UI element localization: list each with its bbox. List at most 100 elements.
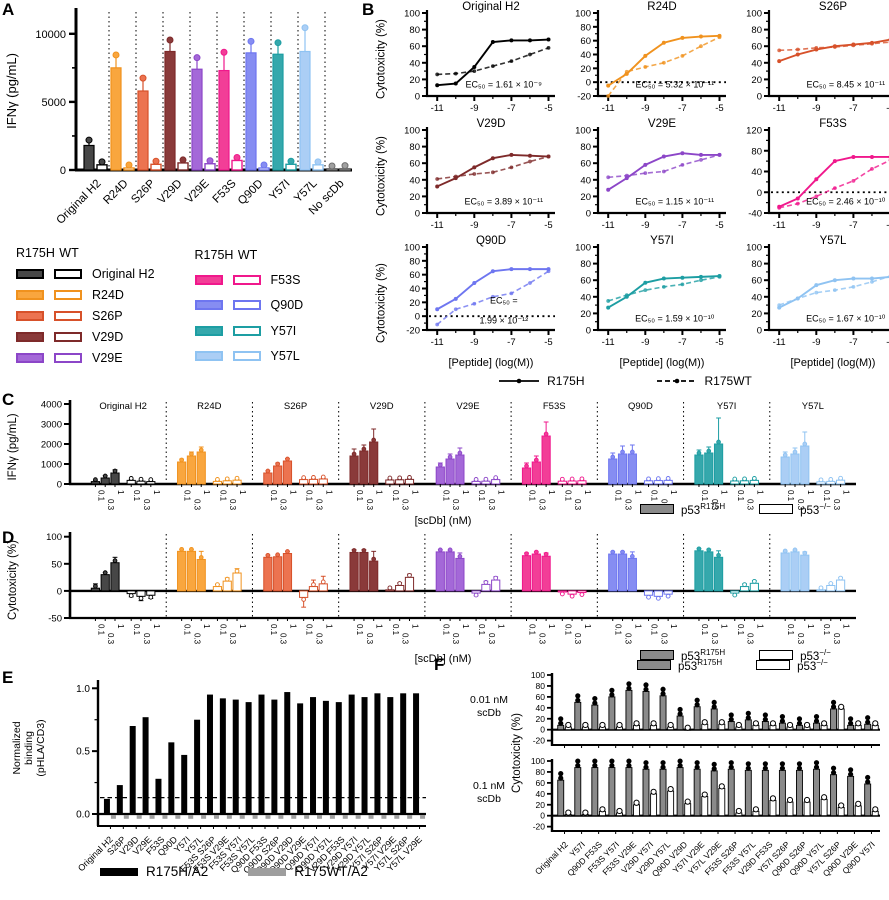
p53-legend-swatch: [637, 660, 671, 671]
svg-text:20: 20: [409, 75, 420, 86]
group-title: Y57I: [717, 401, 737, 412]
conc-label: 0.3: [192, 499, 201, 511]
conc-label: 1: [720, 624, 729, 629]
bar-r175wt-a2: [368, 815, 374, 819]
svg-text:100: 100: [404, 126, 420, 137]
p53-legend-label: p53R175H: [681, 648, 726, 663]
bar-ko: [146, 590, 156, 596]
legend-a-item-label: Q90D: [270, 298, 304, 313]
row-label: scDb: [477, 793, 501, 805]
svg-text:Original H2: Original H2: [54, 178, 103, 227]
bar-r175h: [800, 445, 810, 485]
conc-label: 0.1: [441, 624, 450, 636]
legend-a-header: WT: [237, 248, 258, 263]
bar-ko: [557, 480, 567, 485]
svg-text:-5: -5: [715, 103, 723, 114]
bar-r175wt-a2: [136, 815, 142, 819]
bar-p53r175h: [744, 769, 752, 817]
swatch-r175h: [194, 325, 223, 336]
bar-p53r175h: [813, 768, 820, 817]
bar-p53r175h: [574, 767, 582, 817]
conc-label: 0.1: [441, 490, 450, 502]
panel-b-subplot-v29e: 0 20 40 60 80 100 -11 -9 -7 -5 V29E EC₅₀ = 1.15 × 1…: [575, 118, 726, 231]
conc-label: 1: [410, 624, 419, 629]
bar-ko: [643, 480, 654, 485]
swatch-r175h: [194, 275, 223, 286]
panel-d-legend: p53R175H p53−/−: [640, 648, 831, 663]
bar-ko: [222, 480, 232, 485]
conc-label: 0.1: [269, 490, 278, 502]
bar-r175h: [245, 52, 257, 171]
conc-label: 0.1: [355, 624, 364, 636]
svg-text:100: 100: [746, 243, 762, 254]
panel-b-ylabel: Cytotoxicity (%): [375, 263, 388, 343]
conc-label: 0.3: [106, 633, 115, 645]
conc-label: 0.1: [700, 624, 709, 636]
bar-p53ko: [803, 801, 811, 817]
conc-label: 1: [238, 624, 247, 629]
bar-r175h-a2: [387, 697, 394, 814]
bar-p53ko: [684, 803, 692, 817]
bar-r175wt-a2: [213, 815, 219, 819]
conc-label: 0.1: [355, 490, 364, 502]
conc-label: 0.3: [314, 499, 323, 511]
panel-b-subplot-y57i: 0 20 40 60 80 100 -11 -9 -7 -5 Y57I EC₅₀ = 1.59 × 1…: [575, 235, 726, 369]
svg-text:-40: -40: [748, 209, 762, 220]
p53-legend-item: p53R175H: [640, 502, 725, 517]
bar-r175wt-a2: [317, 815, 323, 819]
svg-text:-5: -5: [886, 103, 889, 114]
p53-legend-label: p53−/−: [800, 502, 831, 517]
legend-a-item-label: F53S: [270, 273, 301, 288]
legend-a-item-label: V29D: [92, 330, 124, 344]
row-label: scDb: [477, 707, 501, 719]
svg-text:40: 40: [536, 789, 546, 799]
bar-r175h: [531, 553, 541, 592]
p53-legend-item: p53R175H: [637, 658, 722, 673]
bar-r175h: [83, 144, 95, 171]
svg-text:40: 40: [580, 175, 591, 186]
svg-text:-9: -9: [641, 337, 649, 348]
p53-legend-item: p53−/−: [759, 648, 831, 663]
bar-ko: [395, 584, 405, 592]
bar-wt: [231, 159, 243, 171]
group-title: V29D: [370, 401, 394, 412]
bar-r175h: [617, 553, 628, 592]
legend-e-swatch: [100, 867, 138, 876]
svg-text:2000: 2000: [41, 440, 62, 451]
bar-r175h: [263, 472, 273, 485]
bar-r175wt-a2: [188, 815, 194, 819]
svg-text:-7: -7: [507, 220, 515, 231]
bar-wt: [312, 164, 324, 171]
bar-r175wt-a2: [394, 815, 400, 819]
conc-label: 0.1: [183, 490, 192, 502]
bar-wt: [150, 163, 162, 171]
bar-ko: [126, 479, 136, 485]
legend-a-header: R175H: [16, 246, 55, 260]
bar-ko: [643, 590, 654, 596]
conc-label: 1: [375, 624, 384, 629]
svg-text:-11: -11: [773, 103, 786, 114]
ec50-text: EC₅₀ =: [490, 295, 518, 305]
svg-text:-11: -11: [773, 220, 786, 231]
bar-r175h: [177, 550, 187, 592]
conc-label: 0.1: [528, 624, 537, 636]
conc-label: 0.1: [477, 490, 486, 502]
bar-p53r175h: [830, 774, 838, 817]
subplot-title: Y57I: [650, 235, 674, 247]
bar-r175h-a2: [245, 702, 252, 814]
bar-r175wt-a2: [149, 815, 155, 819]
bar-r175h-a2: [348, 694, 355, 814]
conc-label: 0.3: [573, 633, 582, 645]
svg-text:20: 20: [580, 64, 591, 75]
bar-p53r175h: [693, 706, 701, 731]
bar-ko: [730, 480, 740, 485]
bar-r175h: [90, 587, 101, 592]
conc-label: 0.3: [537, 633, 546, 645]
conc-label: 1: [288, 624, 297, 629]
bar-ko: [126, 590, 136, 595]
bar-ko: [471, 480, 481, 485]
bar-r175h: [137, 90, 149, 171]
svg-text:[Peptide] (log(M)): [Peptide] (log(M)): [449, 357, 534, 369]
conc-label: 0.3: [314, 633, 323, 645]
